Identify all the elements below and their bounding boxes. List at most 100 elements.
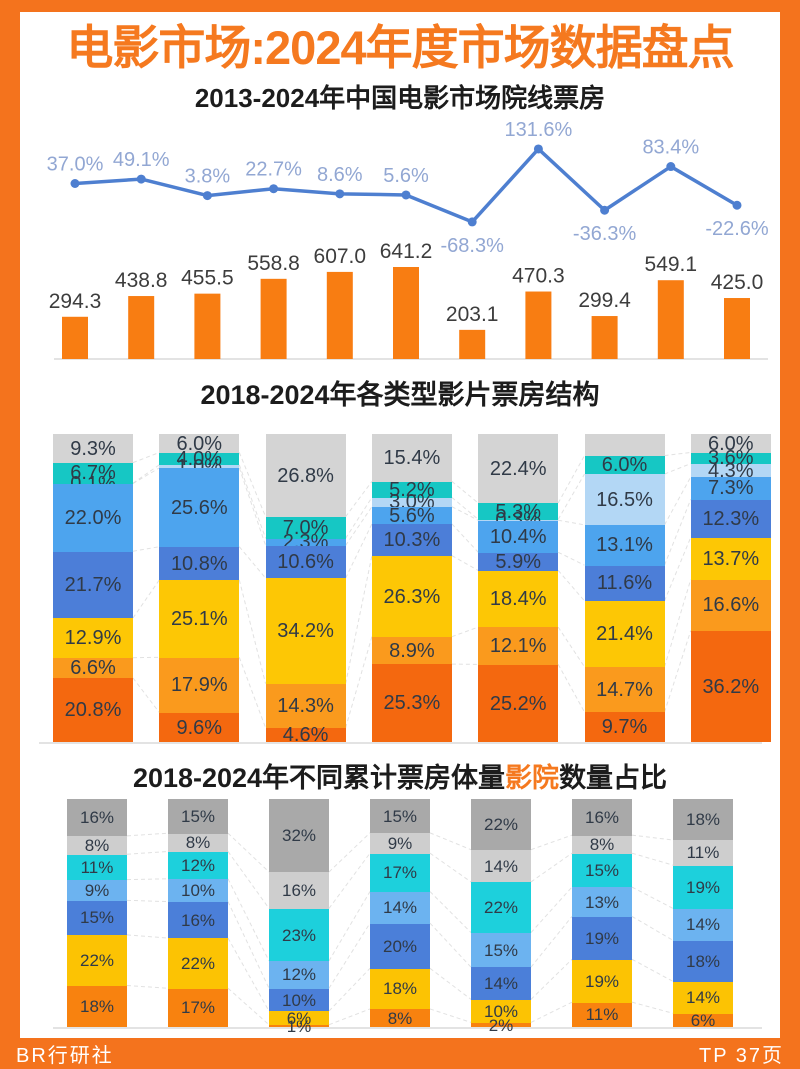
segment-label: 15% [79, 908, 115, 928]
connector-line [664, 452, 691, 457]
segment-label: 4.0% [176, 448, 223, 471]
bar-segment: 11% [572, 1002, 632, 1028]
segment-label: 16.6% [702, 594, 760, 617]
bar-segment: 16% [572, 799, 632, 836]
genre-structure-chart-title: 2018-2024年各类型影片票房结构 [200, 380, 600, 411]
bar-segment: 15.4% [371, 434, 452, 482]
bar-segment: 16.5% [584, 474, 665, 526]
bar-segment: 4.0% [159, 449, 240, 469]
segment-label: 5.3% [495, 500, 541, 523]
bar-segment: 2% [471, 1017, 531, 1034]
growth-point-label: 3.8% [185, 166, 231, 188]
boxoffice-bar [724, 298, 750, 360]
bar-segment: 26.3% [371, 556, 452, 638]
growth-point [335, 189, 345, 199]
segment-label: 6.0% [708, 432, 754, 455]
segment-label: 6.7% [70, 462, 116, 485]
connector-line [126, 851, 169, 856]
segment-label: 22.4% [489, 457, 547, 480]
growth-point-label: -68.3% [441, 235, 505, 257]
segment-label: 14% [685, 915, 721, 935]
bar-segment: 13.1% [584, 525, 665, 566]
stacked-column-2018: 16% 8% 11% 9% 15% 22% 18% [67, 799, 127, 1028]
segment-label: 25.1% [170, 607, 228, 630]
bar-segment: 9% [67, 879, 127, 901]
growth-point [401, 190, 411, 200]
bar-segment: 7.3% [690, 477, 771, 500]
connector-line [429, 832, 472, 851]
boxoffice-bar-label: 470.3 [512, 265, 565, 288]
segment-label: 10% [180, 881, 216, 901]
bar-segment: 22.0% [53, 483, 133, 552]
bar-segment: 8% [572, 835, 632, 854]
segment-label: 5.9% [495, 550, 541, 573]
bar-segment: 20% [370, 923, 430, 969]
segment-label: 14% [483, 974, 519, 994]
bar-segment: 19% [572, 959, 632, 1003]
bar-segment: 9.6% [159, 712, 240, 743]
segment-label: 17.9% [170, 674, 228, 697]
bar-segment: 6% [269, 1010, 329, 1027]
page-title: 电影市场:2024年度市场数据盘点 [66, 21, 734, 74]
cinema-share-title-prefix: 2018-2024年不同累计票房体量 [132, 763, 506, 794]
segment-label: 26.8% [277, 464, 334, 487]
segment-label: 8.9% [389, 639, 435, 662]
stacked-column-2018: 9.3%6.7%0.1%22.0%21.7%12.9%6.6%20.8% [53, 434, 133, 743]
bar-segment: 17% [370, 853, 430, 892]
segment-label: 22% [180, 954, 216, 974]
segment-label: 6.0% [601, 454, 648, 477]
connector-line [132, 464, 160, 485]
segment-label: 12.3% [702, 507, 760, 530]
bar-segment: 8% [370, 1009, 430, 1028]
bar-segment: 14.3% [265, 684, 346, 729]
segment-label: 9% [84, 880, 110, 900]
segment-label: 25.3% [383, 692, 441, 715]
segment-label: 1% [286, 1016, 312, 1036]
bar-segment: 10% [471, 999, 531, 1023]
bar-segment: 6.0% [584, 454, 665, 477]
growth-point-label: -36.3% [573, 224, 637, 246]
connector-line [429, 853, 472, 883]
segment-label: 11% [585, 1005, 619, 1025]
connector-line [328, 968, 371, 1012]
stacked-column-2023: 16% 8% 15% 13% 19% 19% 11% [572, 799, 632, 1028]
segment-label: 20% [382, 936, 418, 956]
bar-segment: 17% [168, 988, 228, 1028]
bar-segment: 11% [673, 840, 733, 866]
segment-label: 16% [180, 910, 216, 930]
bar-segment: 14% [471, 967, 531, 1000]
segment-label: 21.7% [64, 573, 122, 596]
stacked-column-2020: 32% 16% 23% 12% 10% 6% 1% [269, 799, 329, 1035]
segment-label: 6.6% [70, 657, 116, 680]
bar-segment: 13% [572, 887, 632, 917]
growth-point [732, 201, 742, 211]
connector-line [328, 1008, 371, 1026]
connector-line [429, 1008, 472, 1024]
segment-label: 5.6% [389, 504, 435, 527]
connector-line [631, 835, 674, 841]
connector-line [557, 570, 585, 602]
bar-segment: 23% [269, 908, 329, 962]
connector-line [238, 452, 267, 518]
segment-label: 26.3% [383, 585, 441, 608]
connector-line [227, 851, 270, 910]
growth-point [600, 206, 610, 216]
bar-segment: 10.8% [159, 547, 240, 581]
segment-label: 11% [80, 857, 114, 877]
bar-segment: 16% [168, 901, 228, 939]
segment-label: 10.8% [170, 552, 228, 575]
stacked-column-2020: 26.8% 7.0% 2.3% 10.6% 34.2% 14.3% 4.6% [265, 434, 346, 745]
connector-line [451, 523, 479, 554]
bar-segment: 6.6% [53, 657, 133, 680]
bar-segment: 6.7% [53, 463, 133, 484]
segment-label: 15% [584, 860, 620, 880]
segment-label: 6.0% [176, 432, 223, 455]
boxoffice-bar [326, 272, 353, 360]
bar-segment: 10% [168, 879, 228, 902]
segment-label: 9% [387, 833, 413, 853]
segment-label: 25.2% [489, 692, 547, 715]
boxoffice-bar-label: 294.3 [49, 290, 102, 313]
connector-line [126, 934, 169, 939]
bar-segment: 8.9% [371, 637, 452, 665]
boxoffice-bar [260, 279, 287, 360]
